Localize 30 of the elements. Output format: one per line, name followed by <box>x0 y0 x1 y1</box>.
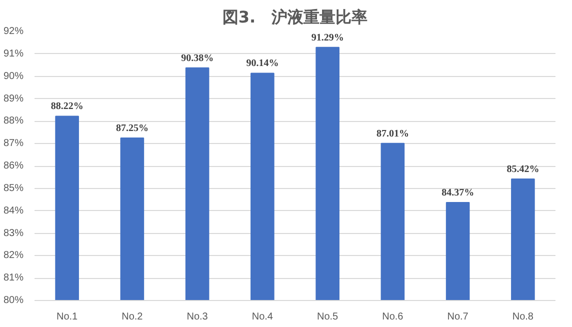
x-tick-label: No.2 <box>122 312 144 322</box>
y-tick-label: 85% <box>3 182 24 194</box>
y-tick-label: 92% <box>3 26 24 37</box>
x-tick-label: No.5 <box>317 312 339 322</box>
y-tick-label: 83% <box>3 228 24 239</box>
y-tick-label: 84% <box>3 205 24 216</box>
y-tick-label: 91% <box>3 48 24 60</box>
y-tick-label: 86% <box>3 160 24 172</box>
chart-title: 図3. 沪液重量比率 <box>222 8 368 26</box>
data-label: 87.25% <box>116 122 148 134</box>
data-label: 85.42% <box>506 164 540 175</box>
y-tick-label: 90% <box>3 70 24 82</box>
x-tick-label: No.6 <box>382 312 404 322</box>
y-tick-label: 82% <box>3 250 24 262</box>
data-label: 84.37% <box>442 188 474 199</box>
y-tick-label: 89% <box>3 93 24 104</box>
y-tick-label: 88% <box>3 116 24 127</box>
y-tick-label: 81% <box>3 272 24 284</box>
data-label: 87.01% <box>376 128 409 140</box>
x-tick-label: No.1 <box>56 312 78 322</box>
data-label: 91.29% <box>311 32 344 44</box>
data-label: 90.38% <box>181 52 214 64</box>
data-label: 90.14% <box>246 58 279 70</box>
x-tick-label: No.4 <box>252 312 274 322</box>
x-tick-label: No.3 <box>186 312 208 322</box>
data-label: 88.22% <box>50 101 84 112</box>
y-tick-label: 87% <box>3 138 24 150</box>
x-tick-label: No.8 <box>512 312 534 322</box>
x-tick-label: No.7 <box>447 312 469 322</box>
y-tick-label: 80% <box>3 295 24 306</box>
